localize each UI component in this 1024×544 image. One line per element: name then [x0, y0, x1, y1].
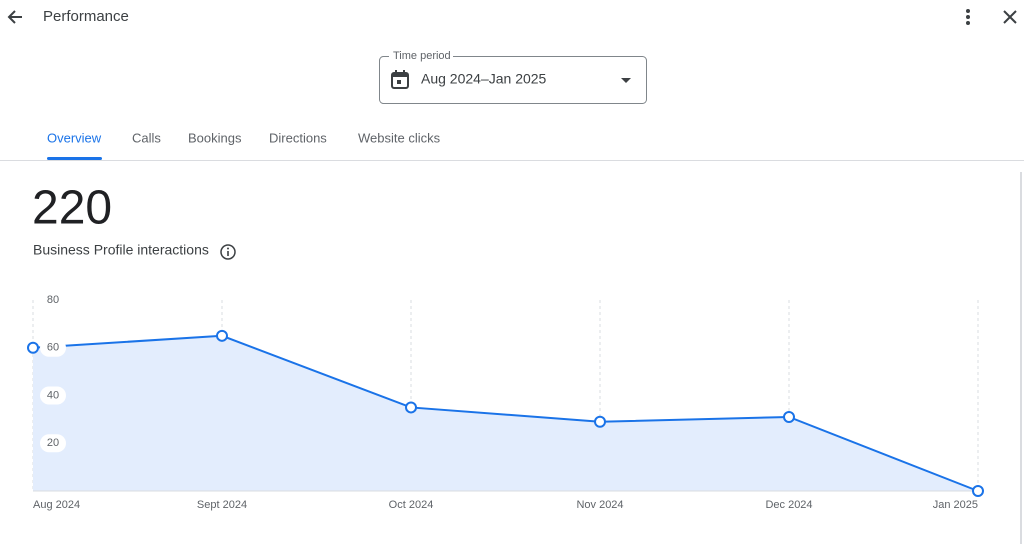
total-value: 220: [32, 182, 112, 235]
back-button[interactable]: [7, 10, 22, 24]
dropdown-arrow: [621, 78, 631, 83]
x-tick-label: Dec 2024: [765, 499, 812, 511]
y-tick-label: 60: [47, 342, 59, 354]
y-tick-background: [40, 338, 66, 357]
info-icon[interactable]: [220, 244, 236, 260]
more-menu[interactable]: [966, 9, 970, 25]
tab-bar: Overview Calls Bookings Directions Website c…: [47, 130, 441, 145]
data-point[interactable]: [594, 415, 606, 428]
data-point[interactable]: [972, 485, 984, 497]
y-tick-background: [40, 434, 66, 453]
x-tick-label: Nov 2024: [576, 499, 623, 511]
y-tick-background: [40, 386, 66, 405]
x-tick-label: Aug 2024: [33, 499, 80, 511]
time-period-label: Time period: [393, 50, 451, 62]
tab[interactable]: Website clicks: [358, 130, 441, 145]
x-tick-label: Sept 2024: [197, 499, 247, 511]
y-tick-label: 20: [47, 437, 59, 449]
page-title: Performance: [43, 8, 129, 25]
data-point[interactable]: [27, 341, 39, 354]
tab[interactable]: Overview: [47, 130, 102, 145]
metric-label: Business Profile interactions: [33, 242, 209, 258]
x-tick-label: Jan 2025: [933, 499, 978, 511]
area-fill: [33, 335, 978, 491]
tab[interactable]: Bookings: [188, 130, 242, 145]
close-button[interactable]: [1003, 10, 1017, 24]
data-point[interactable]: [783, 410, 795, 423]
y-tick-label: 80: [47, 294, 59, 306]
active-tab-indicator: [47, 157, 102, 160]
data-point[interactable]: [216, 329, 228, 342]
line: [32, 334, 979, 492]
data-point[interactable]: [405, 401, 417, 414]
chart: 20 40 60 80 Aug 2024 Sept 2024 Oct 2024 Nov 202…: [27, 291, 984, 511]
time-period-select[interactable]: Time period Aug 2024–Jan 2025: [379, 50, 647, 104]
y-tick-label: 40: [47, 389, 59, 401]
y-tick-background: [40, 291, 66, 309]
tab[interactable]: Calls: [132, 130, 161, 145]
time-period-value: Aug 2024–Jan 2025: [421, 71, 547, 87]
calendar-icon: [391, 70, 409, 89]
x-tick-label: Oct 2024: [389, 499, 434, 511]
tab[interactable]: Directions: [269, 130, 327, 145]
